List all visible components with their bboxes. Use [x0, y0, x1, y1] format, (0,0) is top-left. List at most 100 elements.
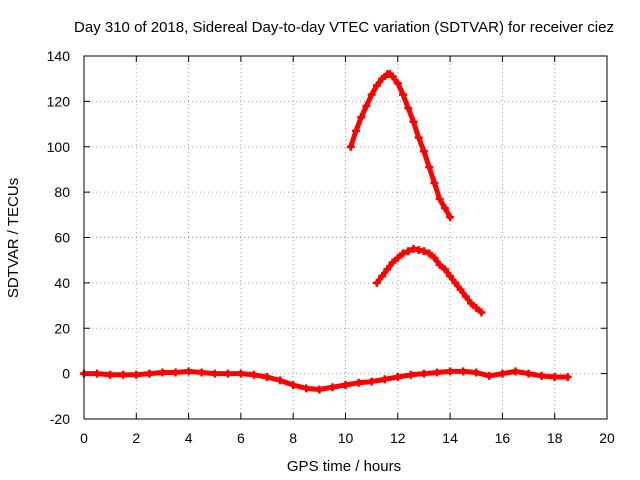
data-point: [425, 163, 434, 172]
y-tick-label: 60: [54, 230, 70, 246]
x-tick-label: 12: [390, 430, 406, 446]
data-point: [378, 272, 387, 281]
data-point: [409, 117, 418, 126]
data-point: [276, 376, 285, 385]
data-point: [537, 371, 546, 380]
x-tick-label: 14: [442, 430, 458, 446]
data-point: [430, 179, 439, 188]
data-point: [378, 74, 387, 83]
series-line: [374, 246, 484, 315]
data-point: [145, 369, 154, 378]
y-tick-label: 140: [47, 48, 71, 64]
x-tick-label: 4: [185, 430, 193, 446]
y-tick-label: 0: [62, 366, 70, 382]
data-point: [328, 383, 337, 392]
data-point: [249, 370, 258, 379]
data-point: [456, 285, 465, 294]
data-point: [472, 303, 481, 312]
data-point: [393, 373, 402, 382]
data-point: [425, 249, 434, 258]
data-point: [388, 72, 397, 81]
y-tick-label: 80: [54, 184, 70, 200]
data-point: [399, 90, 408, 99]
data-point: [210, 369, 219, 378]
grid: [84, 56, 607, 419]
data-point: [236, 369, 245, 378]
data-point: [446, 272, 455, 281]
data-point: [362, 101, 371, 110]
x-tick-label: 6: [237, 430, 245, 446]
data-point: [351, 126, 360, 135]
data-point: [440, 265, 449, 274]
y-axis-label: SDTVAR / TECUs: [5, 178, 22, 298]
data-point: [446, 367, 455, 376]
data-point: [472, 368, 481, 377]
data-point: [302, 384, 311, 393]
data-point: [223, 369, 232, 378]
x-tick-label: 2: [132, 430, 140, 446]
data-point: [388, 258, 397, 267]
data-point: [524, 369, 533, 378]
data-point: [406, 370, 415, 379]
data-point: [430, 253, 439, 262]
x-axis-label: GPS time / hours: [287, 458, 401, 475]
series-line: [81, 368, 571, 392]
data-point: [461, 292, 470, 301]
data-point: [106, 370, 115, 379]
data-point: [93, 369, 102, 378]
data-point: [459, 367, 468, 376]
data-point: [467, 299, 476, 308]
data-point: [393, 253, 402, 262]
chart-title: Day 310 of 2018, Sidereal Day-to-day VTE…: [74, 19, 614, 36]
series-baseline: [80, 367, 572, 394]
data-point: [315, 385, 324, 394]
data-point: [433, 368, 442, 377]
data-point: [158, 368, 167, 377]
y-tick-label: -20: [50, 411, 70, 427]
data-point: [289, 380, 298, 389]
x-tick-label: 8: [289, 430, 297, 446]
plot-frame: [83, 55, 608, 420]
series-arc-mid: [372, 244, 486, 317]
data-point: [367, 377, 376, 386]
data-point: [346, 142, 355, 151]
ticks: 0 2 4 6 8 10 12 14 16 18 20 -20 0 20 40 60 80 100 120 140: [47, 48, 615, 446]
y-tick-label: 120: [47, 93, 71, 109]
data-point: [435, 194, 444, 203]
data-point: [440, 204, 449, 213]
data-point: [563, 373, 572, 382]
data-point: [171, 368, 180, 377]
data-point: [419, 369, 428, 378]
data-point: [419, 147, 428, 156]
data-point: [485, 371, 494, 380]
y-tick-label: 40: [54, 275, 70, 291]
data-point: [451, 278, 460, 287]
y-tick-label: 20: [54, 320, 70, 336]
data-point: [263, 373, 272, 382]
data-point: [197, 368, 206, 377]
data-point: [498, 369, 507, 378]
data-point: [354, 378, 363, 387]
data-point: [119, 370, 128, 379]
x-tick-label: 18: [547, 430, 563, 446]
data-point: [372, 81, 381, 90]
data-point: [372, 278, 381, 287]
x-tick-label: 16: [495, 430, 511, 446]
data-point: [550, 373, 559, 382]
data-point: [511, 367, 520, 376]
data-point: [132, 370, 141, 379]
x-tick-label: 0: [80, 430, 88, 446]
data-point: [383, 265, 392, 274]
data-point: [357, 113, 366, 122]
data-point: [367, 90, 376, 99]
data-point: [341, 380, 350, 389]
x-tick-label: 20: [599, 430, 615, 446]
data-point: [404, 104, 413, 113]
data-point: [404, 247, 413, 256]
data-point: [393, 79, 402, 88]
data-point: [184, 367, 193, 376]
series-group: [80, 70, 572, 394]
x-tick-label: 10: [338, 430, 354, 446]
data-point: [446, 213, 455, 222]
